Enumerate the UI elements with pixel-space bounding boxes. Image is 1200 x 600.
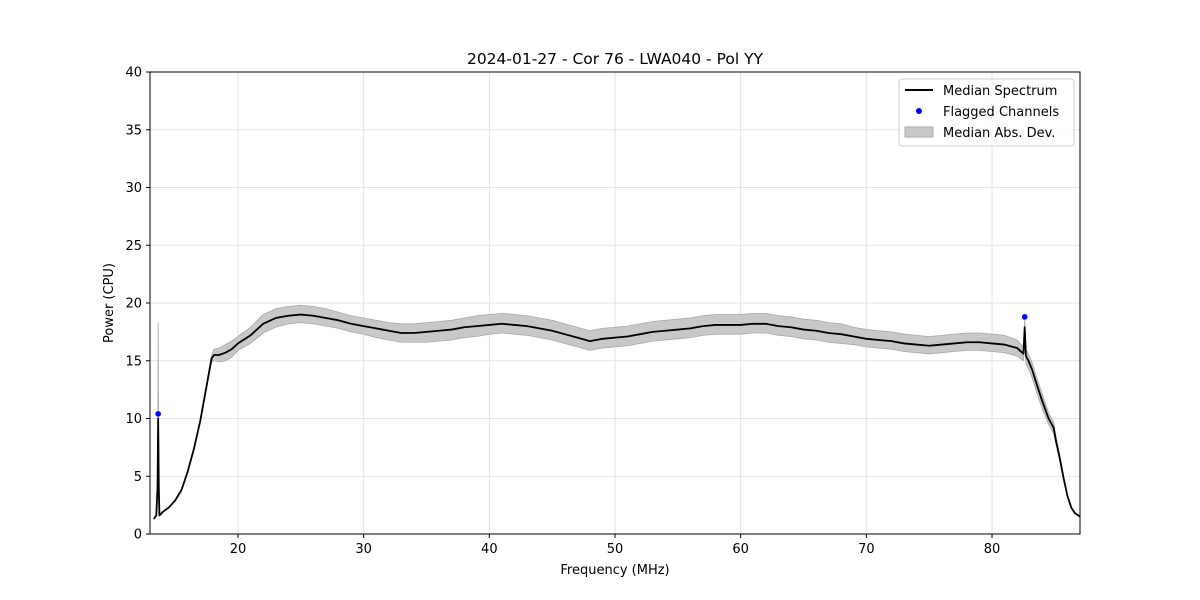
y-axis-ticks: 0 5 10 15 20 25 30 35 40 (125, 66, 150, 543)
flagged-channel-point (1021, 314, 1028, 320)
legend-marker-swatch (916, 108, 922, 114)
chart-title: 2024-01-27 - Cor 76 - LWA040 - Pol YY (467, 50, 764, 68)
x-tick-label: 80 (984, 542, 1001, 557)
y-tick-label: 15 (125, 354, 142, 369)
x-axis-ticks: 20 30 40 50 60 70 80 (230, 534, 1001, 557)
median-spectrum-line (153, 313, 1081, 520)
y-tick-label: 20 (125, 297, 142, 312)
x-axis-label: Frequency (MHz) (560, 563, 669, 578)
y-tick-label: 5 (134, 470, 142, 485)
x-tick-label: 70 (858, 542, 875, 557)
y-tick-label: 40 (125, 66, 142, 81)
y-tick-label: 0 (134, 528, 142, 543)
median-spectrum-layer (153, 313, 1081, 520)
legend: Median Spectrum Flagged Channels Median … (898, 78, 1075, 147)
x-tick-label: 40 (481, 542, 498, 557)
x-tick-label: 20 (230, 542, 247, 557)
x-tick-label: 60 (732, 542, 749, 557)
legend-label-median-abs-dev: Median Abs. Dev. (943, 126, 1055, 141)
flagged-channels-layer (155, 314, 1028, 417)
x-tick-label: 50 (607, 542, 624, 557)
y-tick-label: 35 (125, 123, 142, 138)
y-tick-label: 10 (125, 412, 142, 427)
legend-label-median-spectrum: Median Spectrum (943, 84, 1057, 99)
legend-label-flagged-channels: Flagged Channels (943, 105, 1059, 120)
y-tick-label: 30 (125, 181, 142, 196)
x-tick-label: 30 (355, 542, 372, 557)
legend-box (898, 78, 1075, 147)
flagged-channel-point (155, 411, 161, 417)
legend-band-swatch (904, 126, 934, 138)
y-tick-label: 25 (125, 239, 142, 254)
y-axis-label: Power (CPU) (102, 263, 117, 343)
